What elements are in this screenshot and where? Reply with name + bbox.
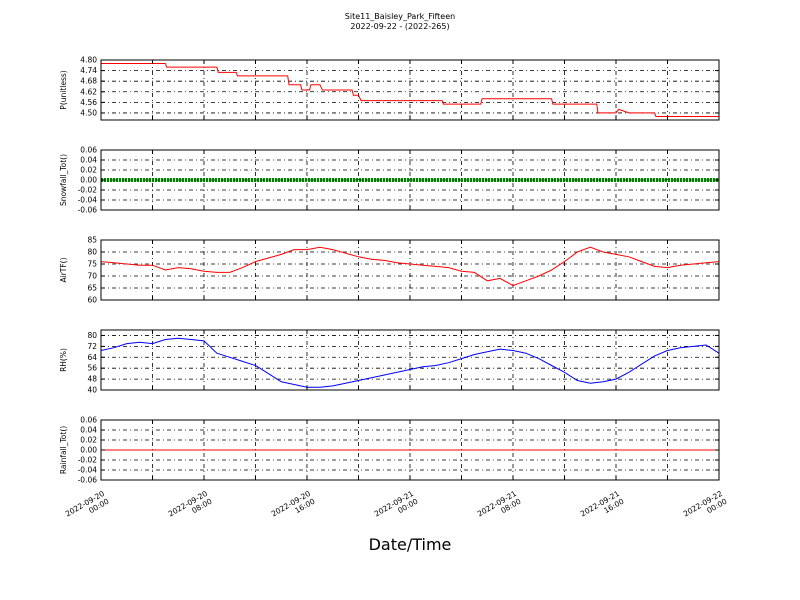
y-tick-label: 56 — [87, 364, 97, 373]
y-tick-label: 0.04 — [80, 156, 97, 165]
y-tick-label: 0.00 — [80, 176, 97, 185]
y-axis-label: P(unitless) — [59, 70, 68, 109]
y-tick-label: -0.04 — [78, 466, 98, 475]
y-tick-label: 4.62 — [80, 87, 97, 96]
y-tick-label: 75 — [87, 260, 97, 269]
y-tick-label: 4.68 — [80, 77, 97, 86]
y-tick-label: 0.02 — [80, 436, 97, 445]
y-tick-label: 4.56 — [80, 98, 97, 107]
panel-0: 4.804.74 4.684.62 4.564.50 P(unitless) — [59, 56, 720, 121]
panel-1: 0.060.040.020.00-0.02-0.04-0.06 Snowfall_… — [59, 146, 720, 215]
figure-subtitle: 2022-09-22 - (2022-265) — [350, 22, 449, 31]
x-axis-label: Date/Time — [369, 535, 452, 554]
y-tick-label: 4.50 — [80, 108, 97, 117]
panels: 4.804.744.684.624.564.50P(unitless)0.060… — [59, 56, 729, 519]
y-tick-label: 0.06 — [80, 146, 97, 155]
y-tick-label: 65 — [87, 284, 97, 293]
panel-3: 80 72 64 56 48 40 RH(%) — [59, 329, 720, 395]
figure-title: Site11_Baisley_Park_Fifteen — [345, 12, 455, 21]
y-tick-label: 0.04 — [80, 426, 97, 435]
y-tick-label: 0.06 — [80, 416, 97, 425]
y-tick-label: 72 — [87, 342, 97, 351]
y-tick-label: 80 — [87, 331, 97, 340]
series-line — [100, 246, 720, 287]
y-tick-label: 85 — [87, 236, 97, 245]
panel-4: 0.060.040.020.00-0.02-0.04-0.06 Rainfall_… — [59, 416, 720, 485]
y-tick-label: 4.74 — [80, 66, 97, 75]
series-line — [100, 337, 720, 388]
y-tick-label: 40 — [87, 386, 97, 395]
y-axis-label: Rainfall_Tot() — [59, 426, 68, 474]
y-tick-label: -0.06 — [78, 476, 98, 485]
y-tick-label: 60 — [87, 296, 97, 305]
y-tick-label: -0.02 — [78, 186, 98, 195]
y-axis-label: RH(%) — [59, 348, 68, 372]
y-tick-label: 0.00 — [80, 446, 97, 455]
y-tick-label: 4.80 — [80, 56, 97, 65]
y-tick-label: 48 — [87, 375, 97, 384]
y-tick-label: -0.02 — [78, 456, 98, 465]
y-axis-label: AirTF() — [59, 257, 68, 282]
series-line — [101, 63, 719, 117]
panel-2: 85 80 75 70 65 60 AirTF() — [59, 236, 720, 305]
y-tick-label: 64 — [87, 353, 97, 362]
y-axis-label: Snowfall_Tot() — [59, 154, 68, 206]
y-tick-label: 70 — [87, 272, 97, 281]
y-tick-label: -0.06 — [78, 206, 98, 215]
y-tick-label: 0.02 — [80, 166, 97, 175]
y-tick-label: 80 — [87, 248, 97, 257]
y-tick-label: -0.04 — [78, 196, 98, 205]
